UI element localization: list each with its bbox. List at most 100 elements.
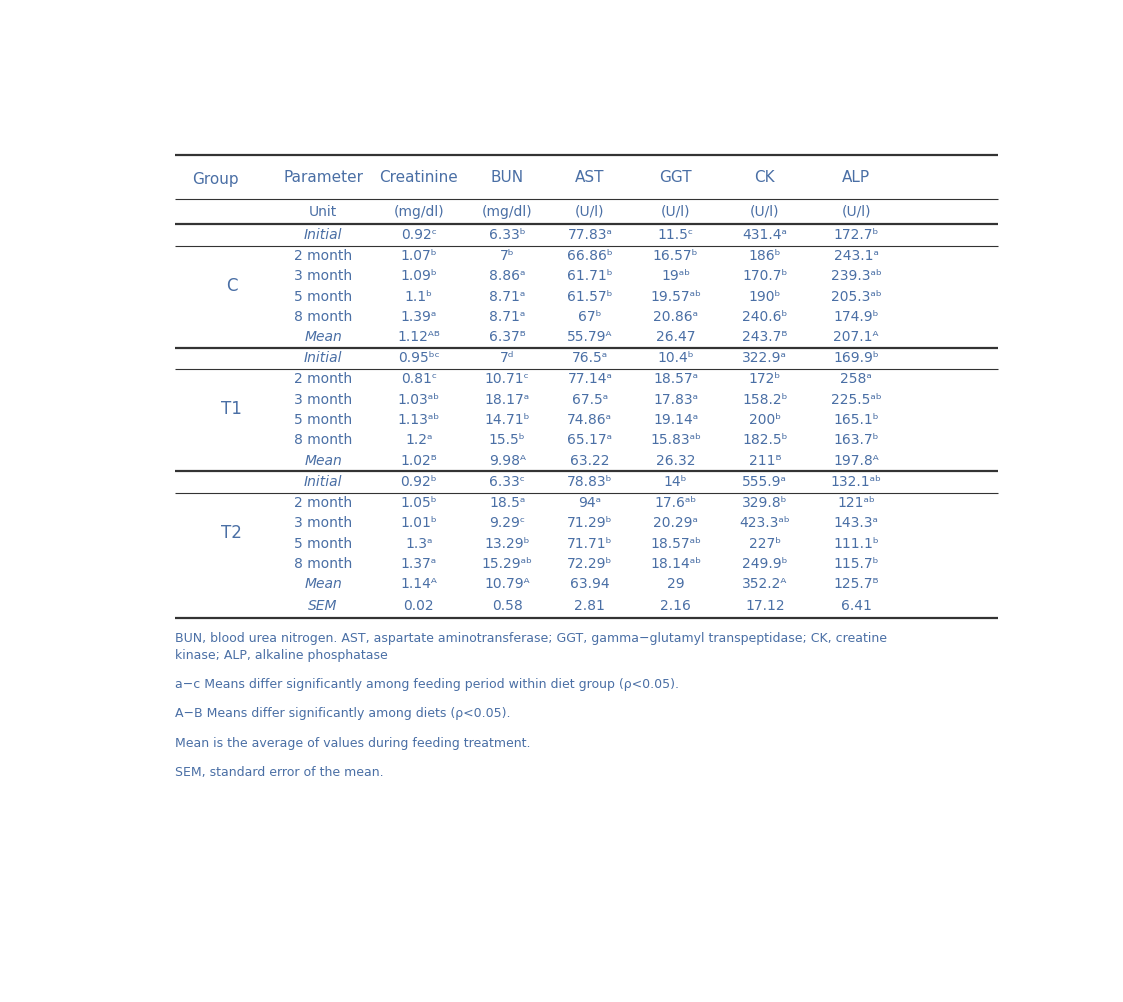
Text: 18.57ᵃ: 18.57ᵃ (654, 373, 699, 387)
Text: 8 month: 8 month (294, 310, 353, 324)
Text: SEM, standard error of the mean.: SEM, standard error of the mean. (175, 766, 384, 779)
Text: 2 month: 2 month (294, 373, 353, 387)
Text: 431.4ᵃ: 431.4ᵃ (742, 227, 787, 241)
Text: 1.13ᵃᵇ: 1.13ᵃᵇ (398, 413, 440, 427)
Text: 10.79ᴬ: 10.79ᴬ (484, 577, 530, 591)
Text: 423.3ᵃᵇ: 423.3ᵃᵇ (739, 516, 791, 530)
Text: 0.81ᶜ: 0.81ᶜ (401, 373, 437, 387)
Text: A−B Means differ significantly among diets (ρ<0.05).: A−B Means differ significantly among die… (175, 707, 511, 720)
Text: (U/l): (U/l) (841, 204, 871, 218)
Text: 65.17ᵃ: 65.17ᵃ (567, 434, 612, 448)
Text: 115.7ᵇ: 115.7ᵇ (833, 557, 879, 571)
Text: AST: AST (575, 169, 604, 184)
Text: 8.71ᵃ: 8.71ᵃ (489, 310, 526, 324)
Text: 1.39ᵃ: 1.39ᵃ (401, 310, 437, 324)
Text: 0.58: 0.58 (492, 599, 522, 613)
Text: (mg/dl): (mg/dl) (482, 204, 532, 218)
Text: 143.3ᵃ: 143.3ᵃ (833, 516, 878, 530)
Text: 200ᵇ: 200ᵇ (749, 413, 780, 427)
Text: 170.7ᵇ: 170.7ᵇ (742, 270, 787, 284)
Text: 352.2ᴬ: 352.2ᴬ (742, 577, 787, 591)
Text: 67.5ᵃ: 67.5ᵃ (572, 393, 608, 407)
Text: 1.01ᵇ: 1.01ᵇ (401, 516, 437, 530)
Text: 19.57ᵃᵇ: 19.57ᵃᵇ (650, 290, 701, 304)
Text: C: C (226, 277, 237, 295)
Text: 121ᵃᵇ: 121ᵃᵇ (838, 496, 875, 510)
Text: Unit: Unit (309, 204, 337, 218)
Text: a−c Means differ significantly among feeding period within diet group (ρ<0.05).: a−c Means differ significantly among fee… (175, 678, 679, 691)
Text: T1: T1 (221, 400, 243, 418)
Text: 66.86ᵇ: 66.86ᵇ (567, 248, 613, 263)
Text: 174.9ᵇ: 174.9ᵇ (833, 310, 879, 324)
Text: 8.86ᵃ: 8.86ᵃ (489, 270, 526, 284)
Text: 555.9ᵃ: 555.9ᵃ (742, 475, 787, 489)
Text: 243.1ᵃ: 243.1ᵃ (833, 248, 878, 263)
Text: 67ᵇ: 67ᵇ (578, 310, 602, 324)
Text: 20.86ᵃ: 20.86ᵃ (654, 310, 699, 324)
Text: 2 month: 2 month (294, 248, 353, 263)
Text: (U/l): (U/l) (660, 204, 691, 218)
Text: GGT: GGT (659, 169, 692, 184)
Text: 6.41: 6.41 (841, 599, 871, 613)
Text: 169.9ᵇ: 169.9ᵇ (833, 352, 879, 366)
Text: CK: CK (755, 169, 775, 184)
Text: 240.6ᵇ: 240.6ᵇ (742, 310, 787, 324)
Text: 17.12: 17.12 (745, 599, 785, 613)
Text: 63.22: 63.22 (570, 454, 610, 468)
Text: (mg/dl): (mg/dl) (393, 204, 445, 218)
Text: 74.86ᵃ: 74.86ᵃ (567, 413, 612, 427)
Text: 7ᵇ: 7ᵇ (500, 248, 514, 263)
Text: 163.7ᵇ: 163.7ᵇ (833, 434, 879, 448)
Text: 10.4ᵇ: 10.4ᵇ (657, 352, 694, 366)
Text: 6.37ᴮ: 6.37ᴮ (489, 331, 526, 345)
Text: 13.29ᵇ: 13.29ᵇ (484, 536, 530, 550)
Text: SEM: SEM (309, 599, 338, 613)
Text: Mean is the average of values during feeding treatment.: Mean is the average of values during fee… (175, 736, 531, 749)
Text: 5 month: 5 month (294, 536, 353, 550)
Text: T2: T2 (221, 524, 243, 542)
Text: 61.57ᵇ: 61.57ᵇ (567, 290, 613, 304)
Text: Mean: Mean (304, 577, 343, 591)
Text: 227ᵇ: 227ᵇ (749, 536, 780, 550)
Text: 329.8ᵇ: 329.8ᵇ (742, 496, 787, 510)
Text: 182.5ᵇ: 182.5ᵇ (742, 434, 787, 448)
Text: 0.02: 0.02 (403, 599, 435, 613)
Text: 5 month: 5 month (294, 290, 353, 304)
Text: 6.33ᶜ: 6.33ᶜ (490, 475, 526, 489)
Text: 158.2ᵇ: 158.2ᵇ (742, 393, 787, 407)
Text: 8.71ᵃ: 8.71ᵃ (489, 290, 526, 304)
Text: 2.81: 2.81 (575, 599, 605, 613)
Text: 26.32: 26.32 (656, 454, 695, 468)
Text: 15.5ᵇ: 15.5ᵇ (489, 434, 526, 448)
Text: 6.33ᵇ: 6.33ᵇ (489, 227, 526, 241)
Text: 258ᵃ: 258ᵃ (840, 373, 873, 387)
Text: 1.12ᴬᴮ: 1.12ᴬᴮ (398, 331, 440, 345)
Text: 243.7ᴮ: 243.7ᴮ (742, 331, 787, 345)
Text: 71.71ᵇ: 71.71ᵇ (567, 536, 613, 550)
Text: 225.5ᵃᵇ: 225.5ᵃᵇ (831, 393, 882, 407)
Text: BUN: BUN (491, 169, 523, 184)
Text: 76.5ᵃ: 76.5ᵃ (572, 352, 608, 366)
Text: 19ᵃᵇ: 19ᵃᵇ (661, 270, 691, 284)
Text: 211ᴮ: 211ᴮ (749, 454, 782, 468)
Text: 0.92ᶜ: 0.92ᶜ (401, 227, 437, 241)
Text: 322.9ᵃ: 322.9ᵃ (742, 352, 787, 366)
Text: 94ᵃ: 94ᵃ (578, 496, 602, 510)
Text: (U/l): (U/l) (575, 204, 604, 218)
Text: Mean: Mean (304, 331, 343, 345)
Text: (U/l): (U/l) (750, 204, 779, 218)
Text: 9.29ᶜ: 9.29ᶜ (490, 516, 526, 530)
Text: 3 month: 3 month (294, 393, 353, 407)
Text: 7ᵈ: 7ᵈ (500, 352, 514, 366)
Text: 132.1ᵃᵇ: 132.1ᵃᵇ (831, 475, 882, 489)
Text: 17.83ᵃ: 17.83ᵃ (654, 393, 699, 407)
Text: BUN, blood urea nitrogen. AST, aspartate aminotransferase; GGT, gamma−glutamyl t: BUN, blood urea nitrogen. AST, aspartate… (175, 632, 887, 644)
Text: 1.37ᵃ: 1.37ᵃ (401, 557, 437, 571)
Text: Mean: Mean (304, 454, 343, 468)
Text: Initial: Initial (304, 227, 343, 241)
Text: 9.98ᴬ: 9.98ᴬ (489, 454, 526, 468)
Text: 14ᵇ: 14ᵇ (664, 475, 687, 489)
Text: 1.03ᵃᵇ: 1.03ᵃᵇ (398, 393, 440, 407)
Text: 29: 29 (667, 577, 684, 591)
Text: 1.07ᵇ: 1.07ᵇ (401, 248, 437, 263)
